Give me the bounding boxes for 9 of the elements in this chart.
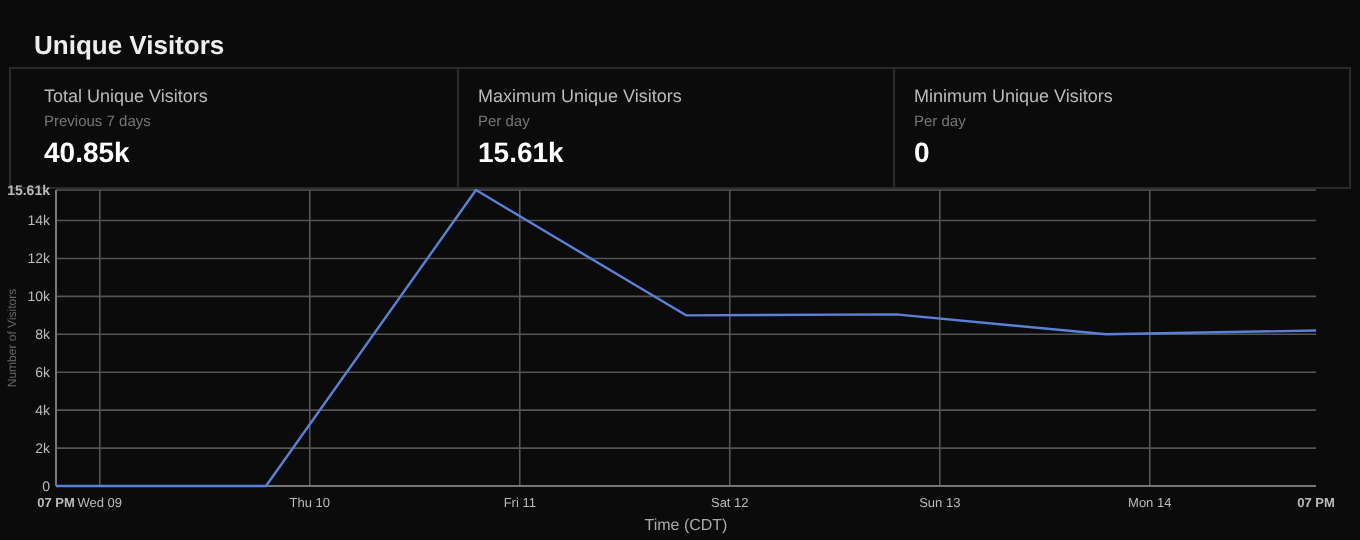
text: Minimum Unique Visitors	[914, 86, 1114, 106]
x-axis-title: Time (CDT)	[644, 516, 729, 534]
text: 40.85k	[44, 136, 131, 168]
text: 15.61k	[478, 136, 565, 168]
text: Maximum Unique Visitors	[478, 86, 683, 106]
text: Total Unique Visitors	[44, 86, 209, 106]
text: 0	[914, 136, 930, 168]
line-series	[54, 188, 1318, 488]
chart-title: Unique Visitors	[34, 30, 225, 60]
